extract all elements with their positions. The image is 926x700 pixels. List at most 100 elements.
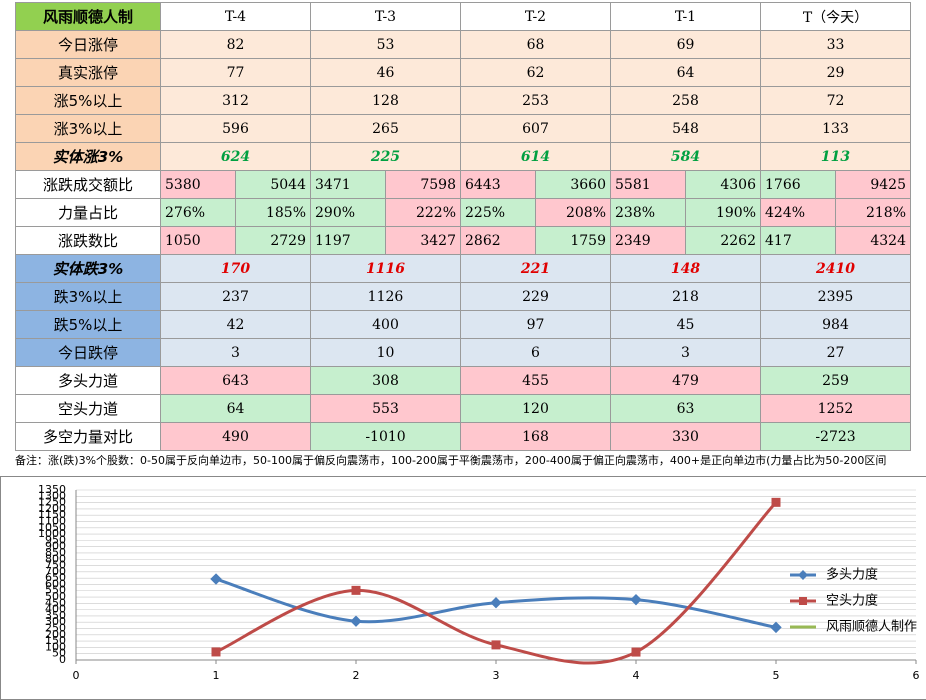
table-row: 真实涨停 77 46 62 64 29 (15, 58, 911, 87)
cell: 5581 (610, 170, 686, 199)
cell: 2262 (685, 226, 761, 255)
cell: 29 (760, 58, 911, 87)
row-label: 今日跌停 (15, 338, 161, 367)
y-tick-label: 1000 (38, 527, 66, 540)
cell: 258 (610, 86, 761, 115)
cell: 46 (310, 58, 461, 87)
y-tick-label: 650 (45, 571, 66, 584)
row-label: 跌5%以上 (15, 310, 161, 339)
y-tick-label: 250 (45, 622, 66, 635)
y-tick-label: 100 (45, 640, 66, 653)
header-cell: 风雨顺德人制 (15, 2, 161, 31)
cell: 170 (160, 254, 311, 283)
cell: 290% (310, 198, 386, 227)
cell: 1759 (535, 226, 611, 255)
cell: 97 (460, 310, 611, 339)
cell: 548 (610, 114, 761, 143)
row-label: 多空力量对比 (15, 422, 161, 451)
table-row: 风雨顺德人制 T-4 T-3 T-2 T-1 T（今天） (15, 2, 911, 31)
legend-label: 风雨顺德人制作 (826, 620, 917, 635)
cell: 2729 (235, 226, 311, 255)
cell: 148 (610, 254, 761, 283)
y-tick-label: 700 (45, 565, 66, 578)
row-label: 多头力道 (15, 366, 161, 395)
cell: 82 (160, 30, 311, 59)
legend-marker (798, 570, 808, 580)
y-tick-label: 50 (52, 647, 66, 660)
cell: 330 (610, 422, 761, 451)
y-tick-label: 800 (45, 552, 66, 565)
table-row: 多空力量对比 490 -1010 168 330 -2723 (15, 422, 911, 451)
row-label: 真实涨停 (15, 58, 161, 87)
cell: 168 (460, 422, 611, 451)
cell: 53 (310, 30, 461, 59)
cell: 3 (160, 338, 311, 367)
marker (631, 647, 641, 657)
cell: 7598 (385, 170, 461, 199)
cell: 133 (760, 114, 911, 143)
row-label: 跌3%以上 (15, 282, 161, 311)
cell: 553 (310, 394, 461, 423)
cell: 120 (460, 394, 611, 423)
table-row: 跌5%以上 42 400 97 45 984 (15, 310, 911, 339)
cell: 2862 (460, 226, 536, 255)
cell: 308 (310, 366, 461, 395)
marker (350, 615, 362, 627)
cell: 400 (310, 310, 461, 339)
x-tick-label: 6 (913, 669, 920, 682)
x-tick-label: 5 (773, 669, 780, 682)
legend-label: 空头力度 (826, 593, 878, 609)
y-tick-label: 1050 (38, 521, 66, 534)
cell: 490 (160, 422, 311, 451)
row-label: 今日涨停 (15, 30, 161, 59)
table-row: 实体跌3% 170 1116 221 148 2410 (15, 254, 911, 283)
cell: 1050 (160, 226, 236, 255)
cell: 2349 (610, 226, 686, 255)
cell: 4324 (835, 226, 911, 255)
cell: 237 (160, 282, 311, 311)
header-cell: T（今天） (760, 2, 911, 31)
y-tick-label: 150 (45, 634, 66, 647)
table-row: 实体涨3% 624 225 614 584 113 (15, 142, 911, 171)
cell: 72 (760, 86, 911, 115)
cell: 63 (610, 394, 761, 423)
table-row: 涨跌成交额比 5380 5044 3471 7598 6443 3660 5581 4306 17… (15, 170, 911, 199)
y-tick-label: 1250 (38, 496, 66, 509)
legend-label: 多头力度 (826, 567, 878, 583)
cell: 643 (160, 366, 311, 395)
marker (770, 621, 782, 634)
cell: 5380 (160, 170, 236, 199)
cell: 253 (460, 86, 611, 115)
cell: 455 (460, 366, 611, 395)
marker (771, 497, 781, 507)
table-row: 跌3%以上 237 1126 229 218 2395 (15, 282, 911, 311)
cell: 1252 (760, 394, 911, 423)
cell: 4306 (685, 170, 761, 199)
cell: 3 (610, 338, 761, 367)
cell: 417 (760, 226, 836, 255)
row-label: 涨3%以上 (15, 114, 161, 143)
marker (211, 647, 221, 657)
chart: 0501001502002503003504004505005506006507… (0, 476, 926, 700)
cell: 33 (760, 30, 911, 59)
cell: 9425 (835, 170, 911, 199)
y-tick-label: 950 (45, 533, 66, 546)
cell: 2410 (760, 254, 911, 283)
cell: -1010 (310, 422, 461, 451)
cell: 1197 (310, 226, 386, 255)
cell: 1116 (310, 254, 461, 283)
cell: 3471 (310, 170, 386, 199)
cell: 1766 (760, 170, 836, 199)
cell: 6 (460, 338, 611, 367)
cell: 225% (460, 198, 536, 227)
cell: -2723 (760, 422, 911, 451)
header-cell: T-1 (610, 2, 761, 31)
header-cell: T-4 (160, 2, 311, 31)
cell: 69 (610, 30, 761, 59)
cell: 208% (535, 198, 611, 227)
cell: 624 (160, 142, 311, 171)
cell: 225 (310, 142, 461, 171)
table-row: 涨跌数比 1050 2729 1197 3427 2862 1759 2349 2262 417 4… (15, 226, 911, 255)
y-tick-label: 1100 (38, 514, 66, 527)
